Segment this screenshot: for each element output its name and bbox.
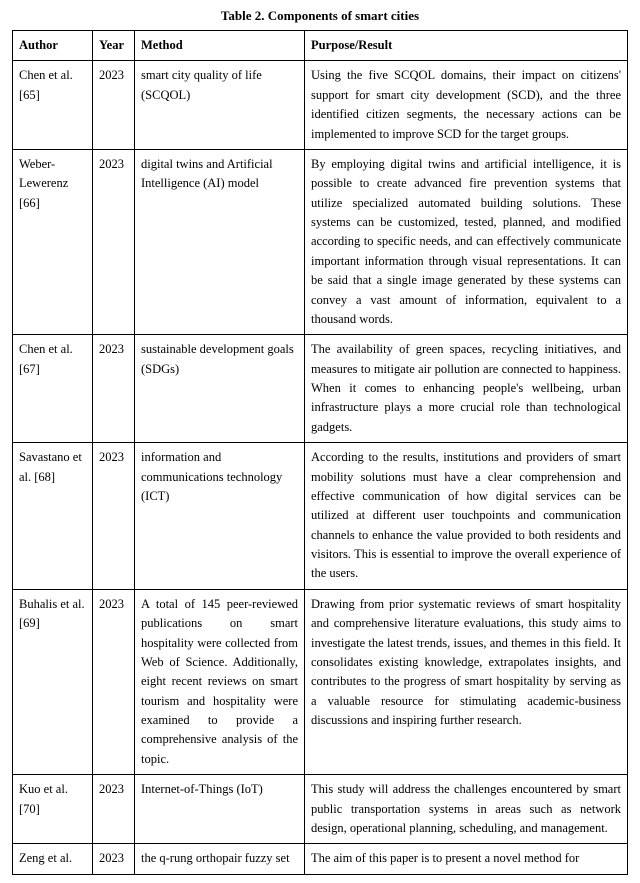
table-row: Chen et al. [67]2023sustainable developm…	[13, 335, 628, 443]
table-row: Savastano et al. [68]2023information and…	[13, 443, 628, 590]
table-row: Kuo et al. [70]2023Internet-of-Things (I…	[13, 775, 628, 844]
cell-result: Using the five SCQOL domains, their impa…	[305, 61, 628, 150]
cell-method: sustainable development goals (SDGs)	[135, 335, 305, 443]
cell-author: Buhalis et al. [69]	[13, 589, 93, 774]
cell-result: According to the results, institutions a…	[305, 443, 628, 590]
cell-method: information and communications technolog…	[135, 443, 305, 590]
cell-year: 2023	[93, 61, 135, 150]
table-row: Zeng et al.2023the q-rung orthopair fuzz…	[13, 844, 628, 874]
cell-author: Chen et al. [67]	[13, 335, 93, 443]
caption-prefix: Table 2	[221, 8, 261, 23]
cell-result: By employing digital twins and artificia…	[305, 149, 628, 334]
col-header-author: Author	[13, 31, 93, 61]
cell-result: Drawing from prior systematic reviews of…	[305, 589, 628, 774]
cell-method: Internet-of-Things (IoT)	[135, 775, 305, 844]
cell-method: the q-rung orthopair fuzzy set	[135, 844, 305, 874]
cell-result: The aim of this paper is to present a no…	[305, 844, 628, 874]
cell-year: 2023	[93, 149, 135, 334]
cell-author: Kuo et al. [70]	[13, 775, 93, 844]
col-header-year: Year	[93, 31, 135, 61]
caption-text: . Components of smart cities	[261, 8, 419, 23]
cell-author: Zeng et al.	[13, 844, 93, 874]
cell-year: 2023	[93, 844, 135, 874]
table-body: Chen et al. [65]2023smart city quality o…	[13, 61, 628, 874]
cell-author: Weber-Lewerenz [66]	[13, 149, 93, 334]
col-header-result: Purpose/Result	[305, 31, 628, 61]
cell-result: This study will address the challenges e…	[305, 775, 628, 844]
components-table: Author Year Method Purpose/Result Chen e…	[12, 30, 628, 875]
table-row: Chen et al. [65]2023smart city quality o…	[13, 61, 628, 150]
cell-author: Savastano et al. [68]	[13, 443, 93, 590]
cell-method: digital twins and Artificial Intelligenc…	[135, 149, 305, 334]
table-caption: Table 2. Components of smart cities	[12, 8, 628, 24]
cell-year: 2023	[93, 443, 135, 590]
cell-method: A total of 145 peer-reviewed publication…	[135, 589, 305, 774]
cell-year: 2023	[93, 775, 135, 844]
cell-year: 2023	[93, 335, 135, 443]
cell-result: The availability of green spaces, recycl…	[305, 335, 628, 443]
cell-author: Chen et al. [65]	[13, 61, 93, 150]
table-header-row: Author Year Method Purpose/Result	[13, 31, 628, 61]
cell-method: smart city quality of life (SCQOL)	[135, 61, 305, 150]
cell-year: 2023	[93, 589, 135, 774]
table-row: Buhalis et al. [69]2023A total of 145 pe…	[13, 589, 628, 774]
table-row: Weber-Lewerenz [66]2023digital twins and…	[13, 149, 628, 334]
col-header-method: Method	[135, 31, 305, 61]
